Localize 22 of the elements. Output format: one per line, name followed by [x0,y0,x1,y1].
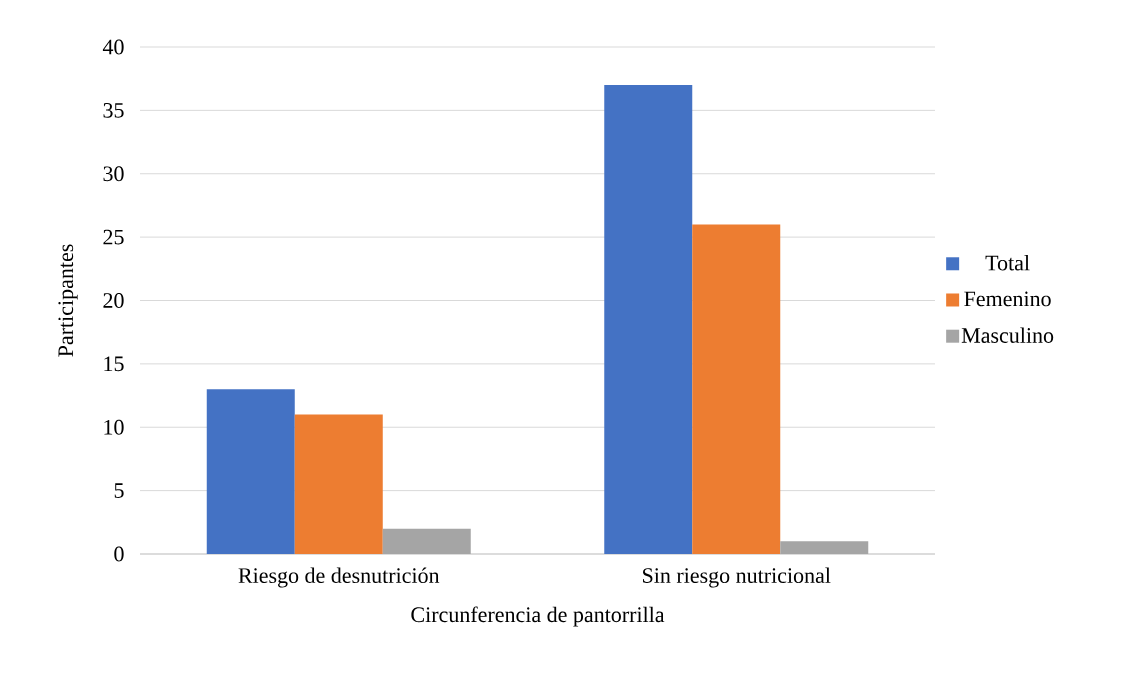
y-tick-label: 0 [114,546,124,562]
bar [692,224,781,554]
y-tick-label: 35 [103,102,124,118]
y-tick-label: 5 [114,483,124,498]
y-tick-label: 40 [102,39,124,55]
bar [604,85,693,554]
x-tick-label: Sin riesgo nutricional [643,567,831,588]
legend-label: Femenino [964,291,1051,307]
legend-label: Total [985,255,1030,271]
y-tick-label: 30 [103,166,124,182]
bar [294,414,383,554]
bar [206,389,295,554]
bar [382,528,471,554]
legend-label: Masculino [961,327,1054,343]
y-tick-label: 10 [104,419,124,435]
y-tick-label: 20 [103,293,124,308]
y-axis-title: Participantes [58,244,78,357]
bar [780,541,869,554]
y-tick-label: 25 [103,229,124,245]
x-axis-title: Circunferencia de pantorrilla [411,606,665,627]
y-tick-label: 15 [104,356,124,372]
x-tick-label: Riesgo de desnutrición [238,567,440,588]
